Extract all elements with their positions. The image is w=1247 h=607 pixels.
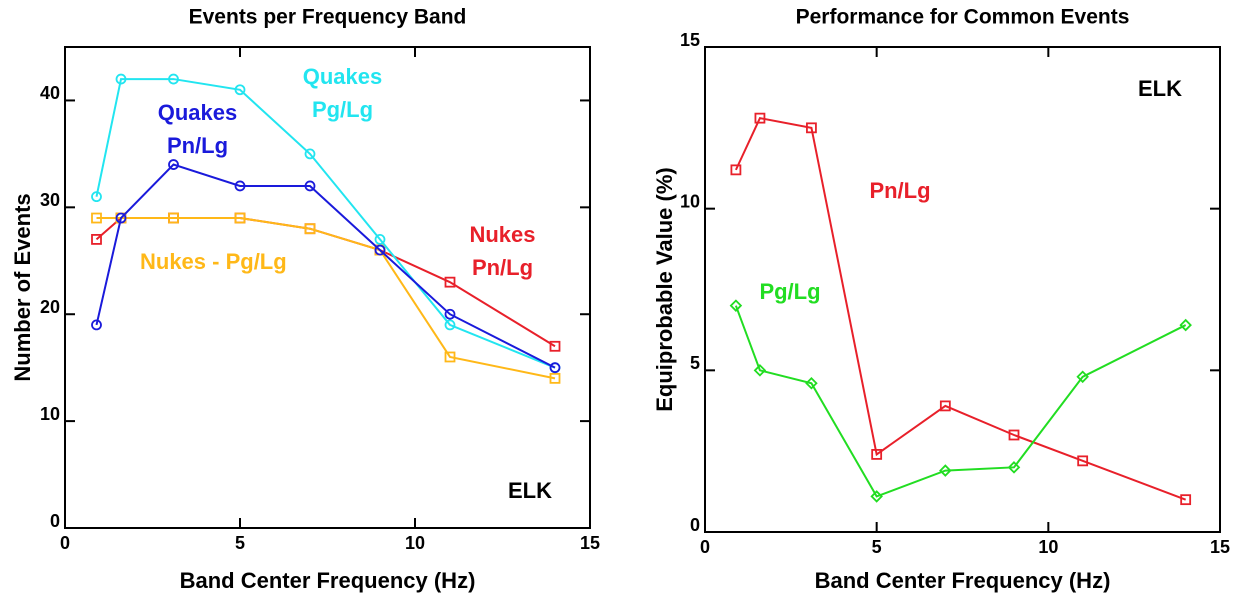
- y-axis-label: Equiprobable Value (%): [652, 167, 677, 411]
- marker: [806, 122, 817, 134]
- x-tick-label: 5: [235, 533, 245, 553]
- marker: [1076, 370, 1089, 384]
- marker: [91, 191, 102, 203]
- marker: [168, 212, 179, 224]
- series-label: Pg/Lg: [759, 279, 821, 304]
- marker: [1180, 494, 1192, 506]
- marker: [939, 400, 951, 412]
- x-tick-label: 15: [1210, 537, 1230, 557]
- series-line: [96, 217, 556, 380]
- plot-frame: [704, 46, 1221, 533]
- y-tick-label: 5: [690, 353, 700, 373]
- x-axis-label: Band Center Frequency (Hz): [815, 568, 1111, 593]
- marker: [1007, 461, 1021, 474]
- marker: [444, 276, 456, 288]
- marker: [234, 84, 246, 96]
- x-tick-label: 0: [60, 533, 70, 553]
- marker: [91, 233, 102, 245]
- y-tick-label: 20: [40, 297, 60, 317]
- marker: [730, 164, 742, 176]
- x-tick-label: 0: [700, 537, 710, 557]
- marker: [729, 299, 743, 312]
- series-line: [95, 163, 556, 369]
- marker: [304, 223, 316, 235]
- series-line: [734, 305, 1187, 498]
- marker: [549, 340, 561, 352]
- marker: [444, 308, 456, 320]
- series-label: Pn/Lg: [869, 178, 931, 203]
- marker: [870, 490, 883, 503]
- marker: [115, 212, 127, 224]
- marker: [234, 180, 246, 192]
- marker: [374, 244, 386, 256]
- y-tick-label: 0: [50, 511, 60, 531]
- x-tick-label: 10: [1038, 537, 1058, 557]
- marker: [939, 464, 952, 477]
- x-axis-label: Band Center Frequency (Hz): [180, 568, 476, 593]
- y-tick-label: 0: [690, 515, 700, 535]
- series-line: [95, 78, 556, 369]
- plot-frame: [64, 46, 591, 529]
- marker: [91, 212, 102, 224]
- series-label: Nukes - Pg/Lg: [140, 249, 287, 274]
- marker: [168, 73, 179, 85]
- marker: [444, 319, 456, 331]
- annotation: ELK: [508, 478, 552, 503]
- y-tick-label: 10: [40, 404, 60, 424]
- marker: [1077, 455, 1089, 467]
- series-label: Quakes Pg/Lg: [302, 64, 383, 122]
- marker: [805, 376, 818, 390]
- marker: [754, 112, 766, 124]
- marker: [91, 319, 102, 331]
- y-tick-label: 40: [40, 83, 60, 103]
- chart-title: Events per Frequency Band: [189, 6, 467, 29]
- marker: [871, 448, 883, 460]
- marker: [1008, 429, 1020, 441]
- chart-title: Performance for Common Events: [796, 6, 1130, 29]
- marker: [304, 148, 316, 160]
- marker: [234, 212, 246, 224]
- y-tick-label: 15: [680, 30, 700, 50]
- marker: [549, 372, 561, 384]
- marker: [444, 351, 456, 363]
- x-tick-label: 5: [872, 537, 882, 557]
- marker: [374, 233, 386, 245]
- x-tick-label: 15: [580, 533, 600, 553]
- marker: [753, 364, 767, 377]
- y-tick-label: 30: [40, 190, 60, 210]
- series-label: Quakes Pn/Lg: [157, 100, 238, 158]
- marker: [168, 159, 179, 170]
- series-label: Nukes Pn/Lg: [469, 222, 536, 280]
- marker: [1179, 318, 1192, 332]
- x-tick-label: 10: [405, 533, 425, 553]
- marker: [115, 73, 127, 85]
- annotation: ELK: [1138, 76, 1182, 101]
- marker: [549, 362, 561, 374]
- y-axis-label: Number of Events: [10, 193, 35, 381]
- series-line: [734, 117, 1187, 501]
- y-tick-label: 10: [680, 191, 700, 211]
- marker: [304, 180, 316, 192]
